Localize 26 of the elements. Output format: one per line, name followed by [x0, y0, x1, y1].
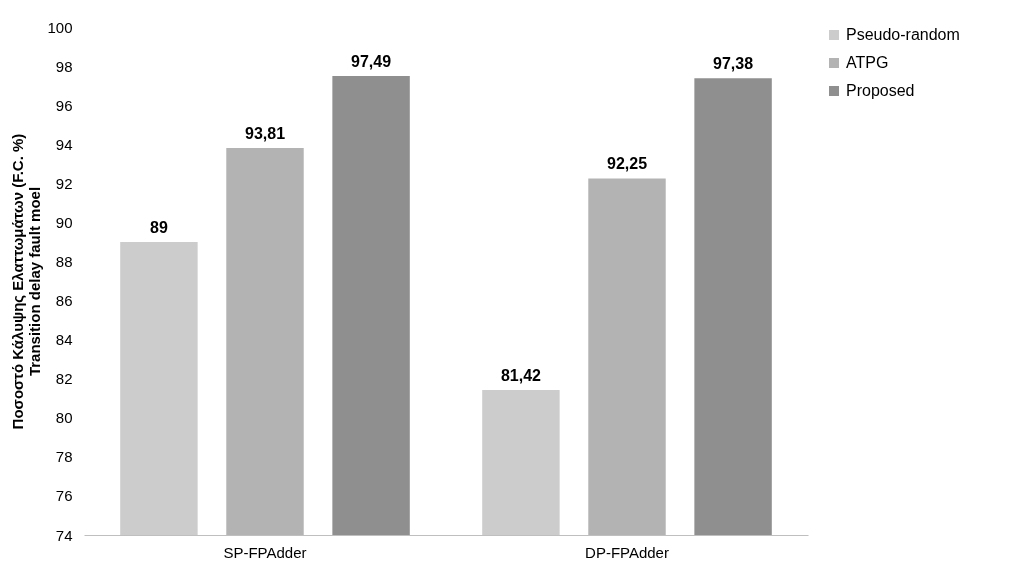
data-label: 89 [150, 218, 168, 236]
y-tick-label: 92 [55, 174, 73, 192]
legend-label: Proposed [846, 82, 915, 99]
y-tick-label: 100 [47, 18, 73, 36]
y-tick-label: 96 [55, 96, 73, 114]
y-tick-label: 84 [55, 331, 73, 349]
data-label: 92,25 [606, 155, 648, 173]
y-tick-label: 78 [55, 448, 73, 466]
y-tick-label: 74 [55, 526, 73, 544]
y-tick-label: 88 [55, 252, 73, 270]
y-tick-label: 90 [55, 213, 73, 231]
data-label: 97,49 [351, 53, 392, 71]
x-tick-label: DP-FPAdder [585, 543, 669, 561]
data-label: 93,81 [244, 124, 286, 142]
y-tick-label: 76 [55, 487, 73, 505]
data-label: 81,42 [500, 367, 542, 385]
data-label: 97,38 [713, 55, 754, 73]
y-axis-title: Ποσοστό Κάλυψης Ελαττωμάτων (F.C. %) Transition delay fault moel [9, 133, 44, 430]
y-tick-label: 86 [55, 292, 73, 310]
y-tick-label: 94 [55, 135, 73, 153]
y-tick-label: 82 [55, 370, 73, 388]
legend-label: Pseudo-random [846, 26, 960, 43]
y-tick-label: 80 [55, 409, 73, 427]
x-tick-label: SP-FPAdder [223, 543, 307, 561]
y-tick-label: 98 [55, 57, 73, 75]
legend-label: ATPG [846, 54, 889, 71]
